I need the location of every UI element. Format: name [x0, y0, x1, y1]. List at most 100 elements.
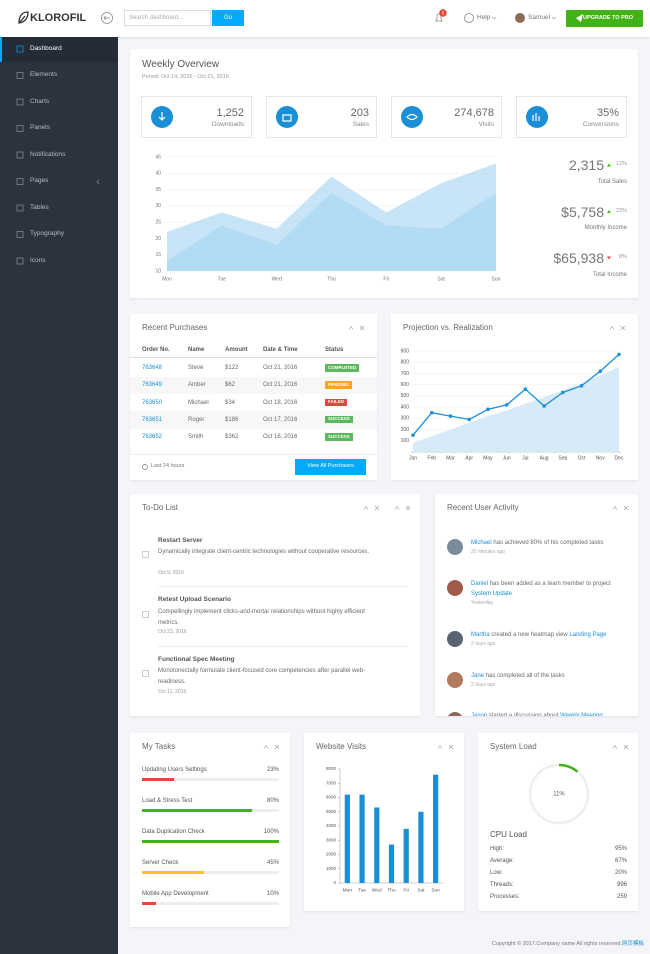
panel-title: Recent User Activity: [447, 503, 519, 512]
todo-title: Retest Upload Scenario: [158, 596, 231, 604]
sidebar-item[interactable]: Dashboard: [30, 44, 62, 52]
sidebar-item[interactable]: Elements: [30, 71, 58, 79]
cpu-value: 996: [616, 882, 627, 888]
table-rule: [130, 357, 377, 358]
table-footer-rule: [130, 454, 377, 455]
panel-title: Weekly Overview: [142, 59, 220, 70]
search-button-label: Go: [223, 15, 233, 21]
activity-time: 2 days ago: [471, 641, 496, 647]
cell: Smith: [188, 434, 204, 441]
activity-desc: has been added as a team member to proje…: [489, 581, 611, 587]
order-link[interactable]: 763649: [142, 382, 163, 389]
panel-title: System Load: [490, 742, 537, 751]
activity-link[interactable]: Landing Page: [569, 632, 607, 638]
todo-title: Restart Server: [158, 536, 203, 544]
activity-desc: has achieved 80% of his completed tasks: [493, 540, 604, 546]
todo-description: Compellingly implement clicks-and-mortar…: [158, 608, 365, 626]
sidebar-item[interactable]: Charts: [30, 97, 50, 105]
stat-label: Visits: [478, 121, 494, 129]
todo-separator: [158, 586, 408, 587]
activity-panel: [435, 494, 638, 716]
activity-text: Martha created a new heatmap view Landin…: [471, 630, 631, 640]
user-link[interactable]: Daniel: [471, 581, 489, 587]
task-percent: 23%: [266, 767, 279, 773]
task-name: Load & Stress Test: [142, 798, 193, 804]
avatar: [447, 631, 463, 647]
search-button[interactable]: [212, 10, 244, 26]
view-all-button[interactable]: [295, 459, 366, 475]
panel-title: Website Visits: [316, 742, 366, 751]
view-all-label: View All Purchases: [307, 463, 354, 470]
sidebar-item[interactable]: Icons: [30, 256, 46, 264]
task-name: Data Duplication Check: [142, 829, 205, 835]
task-name: Updating Users Settings: [142, 767, 207, 773]
order-link[interactable]: 763650: [142, 399, 163, 406]
activity-link[interactable]: Weekly Meeting: [560, 713, 603, 716]
task-name: Mobile App Development: [142, 891, 209, 897]
progress-track: [142, 778, 279, 781]
user-link[interactable]: Michael: [471, 540, 492, 546]
footer-link[interactable]: 网页模板: [621, 941, 644, 947]
stat-value: 1,252: [216, 106, 244, 119]
order-link[interactable]: 763652: [142, 434, 163, 441]
column-header: Date & Time: [263, 347, 298, 353]
total-label: Total Sales: [597, 178, 627, 185]
todo-separator: [158, 645, 408, 647]
column-header: Status: [325, 347, 344, 353]
search-input[interactable]: [124, 10, 211, 26]
column-header: Amount: [225, 347, 248, 353]
copyright: Copyright © 2017.Company name All rights…: [491, 941, 622, 947]
status-badge: COMPLETED: [325, 364, 360, 372]
checkbox[interactable]: [142, 610, 149, 618]
cpu-value: 87%: [614, 858, 627, 864]
cpu-label: Average:: [490, 858, 514, 864]
checkbox[interactable]: [142, 670, 149, 677]
activity-text: Michael has achieved 80% of his complete…: [471, 538, 631, 548]
activity-desc: has completed all of the tasks: [485, 673, 565, 679]
purchases-panel: [130, 314, 377, 480]
user-link[interactable]: Jane: [471, 673, 485, 679]
checkbox[interactable]: [142, 551, 149, 558]
stat-label: Sales: [352, 121, 369, 129]
task-percent: 10%: [266, 891, 279, 897]
todo-date: Oct 11, 2016: [158, 688, 187, 695]
progress-bar: [142, 809, 252, 812]
user-name[interactable]: Samuel: [528, 13, 551, 21]
projection-panel: [391, 314, 638, 480]
top-bar: [0, 0, 650, 37]
sidebar-item[interactable]: Panels: [30, 124, 50, 132]
upgrade-button[interactable]: [566, 10, 643, 27]
activity-item: Martha created a new heatmap view Landin…: [471, 630, 631, 660]
task-percent: 80%: [266, 798, 279, 804]
user-link[interactable]: Martha: [471, 632, 490, 638]
column-header: Order No.: [142, 347, 170, 353]
progress-bar: [142, 871, 204, 874]
user-link[interactable]: Jason: [471, 713, 488, 716]
cpu-title: CPU Load: [490, 830, 527, 839]
cell: $362: [225, 434, 239, 441]
sidebar-item[interactable]: Notifications: [30, 150, 66, 158]
todo-panel: [130, 494, 420, 716]
cell: Oct 21, 2016: [263, 382, 298, 389]
stat-value: 35%: [596, 106, 619, 119]
order-link[interactable]: 763648: [142, 365, 163, 371]
cell: $62: [225, 382, 236, 389]
sidebar-item[interactable]: Typography: [30, 230, 64, 238]
tasks-panel: [130, 733, 290, 927]
stat-label: Conversions: [582, 121, 619, 129]
cell: Michael: [188, 399, 209, 406]
sidebar-item[interactable]: Tables: [30, 203, 49, 211]
total-label: Monthly Income: [584, 225, 627, 231]
cpu-value: 259: [616, 894, 627, 900]
help[interactable]: Help: [477, 13, 491, 21]
todo-date: Oct 23, 2016: [158, 629, 187, 635]
stat-box: [141, 96, 252, 138]
activity-time: Yesterday: [471, 600, 494, 606]
order-link[interactable]: 763651: [142, 416, 163, 423]
upgrade-label: UPGRADE TO PRO: [582, 14, 634, 21]
sidebar: [0, 37, 118, 954]
activity-link[interactable]: System Update: [471, 591, 513, 597]
activity-item: Michael has achieved 80% of his complete…: [471, 538, 631, 568]
sidebar-item[interactable]: Pages: [30, 177, 49, 185]
